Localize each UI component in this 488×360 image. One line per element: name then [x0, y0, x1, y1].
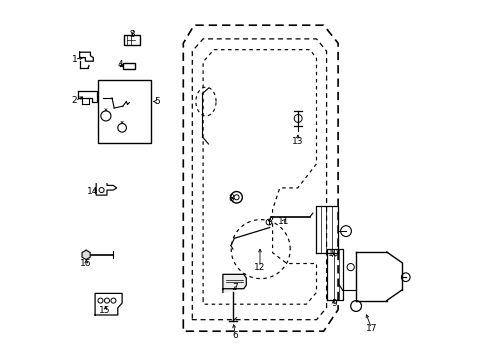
Text: 8: 8	[227, 194, 233, 203]
Text: 11: 11	[277, 217, 288, 226]
Text: 7: 7	[232, 284, 238, 292]
Text: 4: 4	[117, 60, 123, 69]
Text: 13: 13	[291, 137, 303, 146]
Text: 2: 2	[72, 96, 77, 105]
Bar	[122, 63, 135, 69]
Polygon shape	[82, 250, 90, 260]
Text: 12: 12	[254, 263, 265, 272]
Bar	[123, 35, 140, 45]
Text: 5: 5	[154, 97, 160, 106]
Text: 16: 16	[80, 259, 92, 268]
Text: 17: 17	[365, 324, 377, 333]
Text: 15: 15	[99, 306, 111, 315]
Text: 3: 3	[129, 30, 135, 39]
Text: 14: 14	[87, 187, 98, 196]
Bar	[98, 80, 151, 143]
Text: 9: 9	[330, 299, 336, 307]
Text: 10: 10	[327, 249, 339, 258]
Text: 6: 6	[232, 331, 238, 340]
Polygon shape	[223, 274, 246, 292]
Text: 1: 1	[72, 55, 77, 64]
